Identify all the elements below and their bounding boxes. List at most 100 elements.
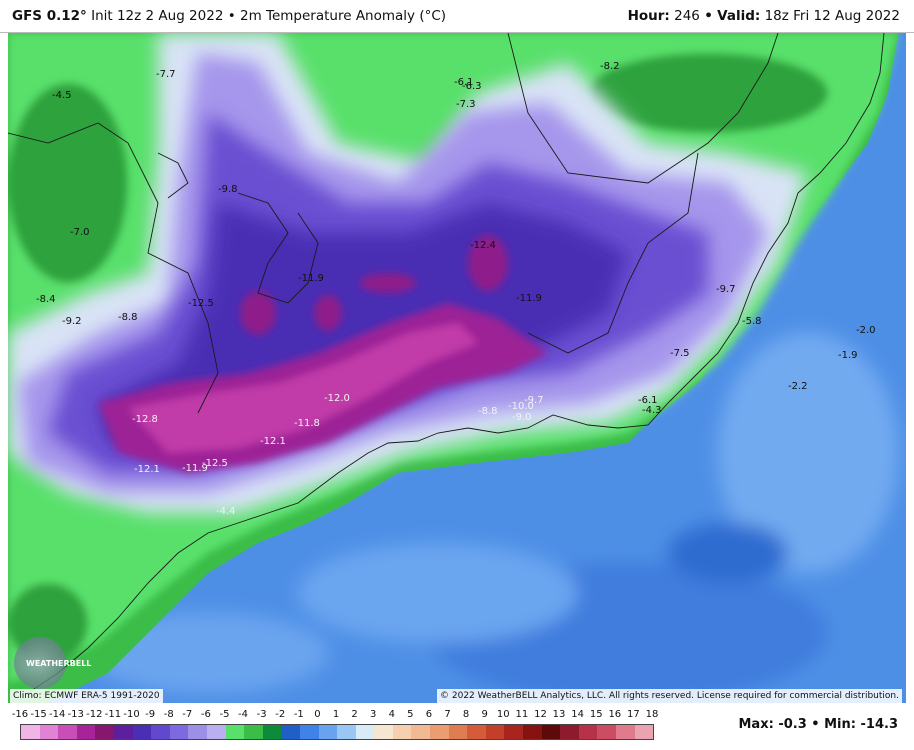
anomaly-value-label: -7.3	[456, 99, 476, 110]
legend-swatch	[578, 725, 598, 739]
anomaly-value-label: -2.0	[856, 325, 876, 336]
legend-tick: -9	[145, 709, 156, 720]
legend-tick: -6	[200, 709, 211, 720]
anomaly-value-label: -6.3	[462, 81, 482, 92]
init-time: Init 12z 2 Aug 2022	[91, 8, 224, 24]
legend-tick: 4	[388, 709, 395, 720]
legend-swatch	[188, 725, 207, 739]
legend-swatch	[337, 725, 356, 739]
anomaly-value-label: -5.8	[742, 316, 762, 327]
anomaly-value-label: -7.0	[70, 227, 90, 238]
anomaly-value-label: -8.4	[36, 294, 56, 305]
map-canvas: WEATHERBELL -7.7-4.5-6.1-6.3-7.3-8.2-9.8…	[8, 33, 906, 703]
legend-tick: 17	[627, 709, 640, 720]
anomaly-value-label: -12.1	[134, 464, 160, 475]
legend-swatch	[541, 725, 561, 739]
legend-swatch	[560, 725, 579, 739]
legend-tick: -16	[11, 709, 29, 720]
river	[157, 152, 189, 199]
legend-tick: -8	[163, 709, 174, 720]
legend-swatch	[113, 725, 133, 739]
valid-value: 18z Fri 12 Aug 2022	[764, 8, 900, 24]
legend-tick: 9	[481, 709, 488, 720]
legend-swatch	[169, 725, 189, 739]
legend-swatch	[485, 725, 505, 739]
legend-tick: 15	[589, 709, 603, 720]
legend-swatch	[634, 725, 654, 739]
value-labels: -7.7-4.5-6.1-6.3-7.3-8.2-9.8-7.0-12.4-11…	[36, 61, 876, 517]
legend-swatch	[448, 725, 468, 739]
legend-tick: 1	[332, 709, 340, 720]
legend-tick: -7	[182, 709, 193, 720]
legend-swatch	[76, 725, 96, 739]
anomaly-value-label: -9.2	[62, 316, 82, 327]
anomaly-value-label: -12.4	[470, 240, 496, 251]
legend-swatch	[523, 725, 542, 739]
coastline	[27, 33, 885, 694]
header-valid-info: Hour: 246 • Valid: 18z Fri 12 Aug 2022	[627, 8, 900, 24]
anomaly-value-label: -12.5	[188, 298, 214, 309]
map-header: GFS 0.12° Init 12z 2 Aug 2022 • 2m Tempe…	[0, 0, 914, 33]
legend-tick: -4	[238, 709, 249, 720]
model-name: GFS 0.12	[12, 8, 81, 24]
copyright-note: © 2022 WeatherBELL Analytics, LLC. All r…	[437, 689, 902, 703]
product-name: 2m Temperature Anomaly (°C)	[239, 8, 447, 24]
logo-text: WEATHERBELL	[26, 659, 91, 668]
max-min-readout: Max: -0.3 • Min: -14.3	[738, 717, 898, 732]
legend-tick: -14	[49, 709, 66, 720]
anomaly-value-label: -11.9	[516, 293, 542, 304]
legend-swatch	[318, 725, 338, 739]
legend-tick: 14	[571, 709, 585, 720]
anomaly-value-label: -7.5	[670, 348, 690, 359]
anomaly-value-label: -12.0	[324, 393, 350, 404]
valid-label: Valid:	[717, 8, 761, 24]
legend-swatch	[411, 725, 431, 739]
anomaly-value-label: -12.1	[260, 436, 286, 447]
legend-tick: 12	[534, 709, 547, 720]
legend-swatch	[467, 725, 486, 739]
legend-swatch	[597, 725, 616, 739]
legend-swatch	[225, 725, 245, 739]
min-value: -14.3	[860, 717, 898, 732]
legend-tick-labels: -16 -15 -14 -13 -12 -11 -10 -9 -8 -7 -6 -5 -4 -3 -2 -1 0…	[12, 709, 659, 723]
legend-swatch	[58, 725, 77, 739]
anomaly-value-label: -11.8	[294, 418, 320, 429]
climo-note: Climo: ECMWF ERA-5 1991-2020	[10, 689, 163, 703]
anomaly-value-label: -8.8	[478, 406, 498, 417]
legend-swatch	[151, 725, 170, 739]
state-border	[527, 152, 699, 354]
anomaly-value-label: -8.2	[600, 61, 620, 72]
legend-tick: 3	[369, 709, 377, 720]
legend-swatch	[95, 725, 114, 739]
anomaly-value-label: -9.7	[524, 395, 544, 406]
legend-tick: -12	[86, 709, 103, 720]
legend-tick: -5	[219, 709, 230, 720]
anomaly-map[interactable]: WEATHERBELL -7.7 -4.5 -6.1 -6.3 -7.3 -8.2 -9.8…	[8, 33, 906, 703]
legend-swatch	[206, 725, 226, 739]
state-border	[507, 33, 779, 184]
min-label: Min:	[824, 717, 856, 732]
state-border	[8, 122, 219, 414]
legend-tick: 0	[314, 709, 321, 720]
legend-tick: -1	[293, 709, 304, 720]
anomaly-value-label: -6.1	[638, 395, 658, 406]
anomaly-value-label: -4.4	[216, 506, 236, 517]
anomaly-value-label: -8.8	[118, 312, 138, 323]
anomaly-value-label: -11.9	[182, 463, 208, 474]
anomaly-value-label: -2.2	[788, 381, 808, 392]
legend-tick: 8	[462, 709, 470, 720]
legend-tick: 6	[425, 709, 433, 720]
legend: -16 -15 -14 -13 -12 -11 -10 -9 -8 -7 -6 -5 -4 -3 -2 -1 0…	[0, 703, 914, 750]
legend-tick: -13	[67, 709, 84, 720]
anomaly-value-label: -1.9	[838, 350, 858, 361]
legend-tick: 7	[444, 709, 451, 720]
river	[237, 192, 319, 304]
legend-swatch	[39, 725, 59, 739]
legend-tick: 16	[608, 709, 622, 720]
legend-tick: 13	[552, 709, 566, 720]
legend-swatch	[374, 725, 393, 739]
anomaly-value-label: -9.0	[512, 412, 532, 423]
anomaly-value-label: -12.5	[202, 458, 228, 469]
header-title: GFS 0.12° Init 12z 2 Aug 2022 • 2m Tempe…	[12, 8, 447, 24]
legend-swatch	[616, 725, 635, 739]
